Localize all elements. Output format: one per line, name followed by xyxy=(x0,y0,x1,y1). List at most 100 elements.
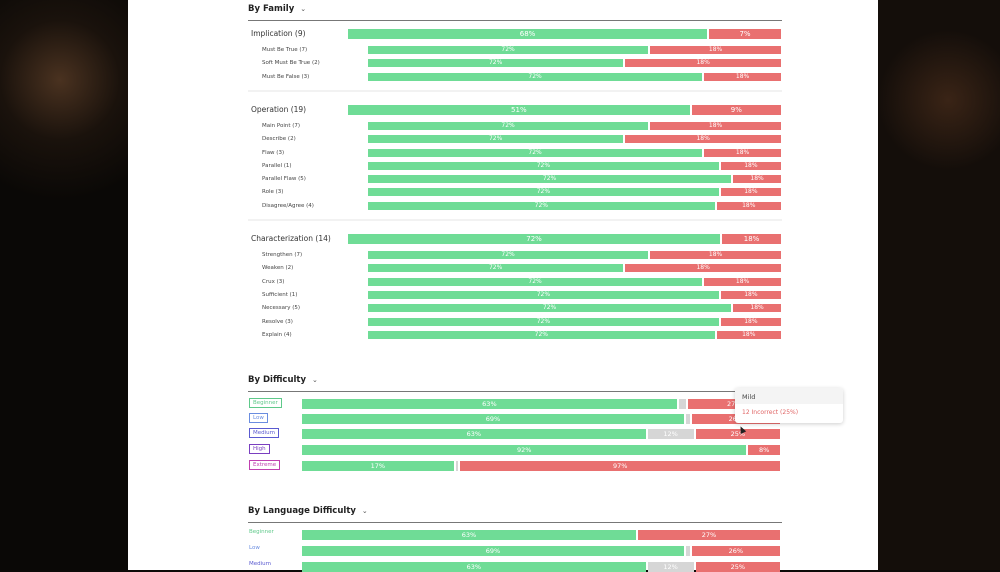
bar-segment-skipped[interactable]: 12% xyxy=(647,429,694,439)
difficulty-badge: High xyxy=(249,444,270,454)
subtype-label: Weaken (2) xyxy=(262,265,294,272)
bar-segment-correct[interactable]: 72% xyxy=(368,59,624,68)
bar-segment-incorrect[interactable]: 7% xyxy=(709,29,781,39)
subtype-label: Disagree/Agree (4) xyxy=(262,202,314,209)
bar-segment-incorrect[interactable]: 18% xyxy=(704,148,781,157)
subtype-label: Role (3) xyxy=(262,189,284,196)
difficulty-badge: Medium xyxy=(249,561,271,567)
bar-segment-correct[interactable]: 69% xyxy=(302,414,684,424)
bar-segment-incorrect[interactable]: 18% xyxy=(625,59,781,68)
subtype-label: Crux (3) xyxy=(262,278,285,285)
bar-segment-correct[interactable]: 72% xyxy=(368,264,624,273)
bar-segment-incorrect[interactable]: 9% xyxy=(691,104,781,115)
subtype-label: Must Be True (7) xyxy=(262,47,308,53)
bar-segment-incorrect[interactable]: 18% xyxy=(704,277,781,286)
subtype-label: Necessary (5) xyxy=(262,305,301,312)
bar-segment-correct[interactable]: 72% xyxy=(368,188,719,197)
bar-segment-incorrect[interactable]: 18% xyxy=(720,161,781,170)
difficulty-badge: Extreme xyxy=(249,460,281,470)
divider xyxy=(248,522,782,523)
subtype-label: Parallel Flaw (5) xyxy=(262,176,306,183)
bar-segment-incorrect[interactable]: 25% xyxy=(695,429,780,439)
bar-segment-correct[interactable]: 72% xyxy=(368,161,719,170)
bar-segment-incorrect[interactable]: 18% xyxy=(733,304,781,313)
bar-segment-correct[interactable]: 63% xyxy=(302,399,677,409)
bar-segment-incorrect[interactable]: 18% xyxy=(704,72,781,81)
bar-segment-correct[interactable]: 17% xyxy=(302,461,454,471)
bar-segment-correct[interactable]: 92% xyxy=(302,445,747,455)
bar-segment-correct[interactable]: 72% xyxy=(368,290,719,299)
bar-segment-correct[interactable]: 72% xyxy=(368,135,624,144)
bar-segment-incorrect[interactable]: 27% xyxy=(688,399,780,409)
divider xyxy=(248,20,782,21)
by-family-header[interactable]: By Family ⌄ xyxy=(248,4,306,14)
bar-segment-incorrect[interactable]: 18% xyxy=(650,121,781,130)
bar-segment-skipped[interactable] xyxy=(455,461,459,471)
bar-segment-skipped[interactable]: 12% xyxy=(647,562,694,572)
bar-segment-incorrect[interactable]: 18% xyxy=(716,201,781,210)
bar-segment-incorrect[interactable]: 18% xyxy=(720,290,781,299)
bar-segment-correct[interactable]: 72% xyxy=(368,46,649,54)
difficulty-badge: Low xyxy=(249,545,260,551)
difficulty-badge: Low xyxy=(249,413,268,423)
by-language-difficulty-title: By Language Difficulty xyxy=(248,506,356,516)
difficulty-badge: Beginner xyxy=(249,529,274,535)
bar-segment-correct[interactable]: 69% xyxy=(302,546,684,556)
bar-segment-incorrect[interactable]: 18% xyxy=(650,46,781,54)
bar-segment-correct[interactable]: 63% xyxy=(302,429,646,439)
subtype-label: Strengthen (7) xyxy=(262,252,303,258)
bar-segment-correct[interactable]: 72% xyxy=(368,148,703,157)
subtype-label: Explain (4) xyxy=(262,331,292,338)
bar-segment-incorrect[interactable]: 97% xyxy=(460,461,780,471)
bar-segment-correct[interactable]: 63% xyxy=(302,562,646,572)
subtype-label: Main Point (7) xyxy=(262,122,301,129)
divider xyxy=(248,391,782,392)
bar-segment-incorrect[interactable]: 18% xyxy=(625,264,781,273)
background-right xyxy=(878,0,1000,570)
family-label: Implication (9) xyxy=(251,29,306,38)
bar-segment-correct[interactable]: 72% xyxy=(368,121,649,130)
chevron-down-icon[interactable]: ⌄ xyxy=(312,376,318,384)
bar-segment-correct[interactable]: 72% xyxy=(348,234,721,244)
bar-segment-incorrect[interactable]: 18% xyxy=(625,135,781,144)
by-difficulty-header[interactable]: By Difficulty ⌄ xyxy=(248,375,318,385)
subtype-label: Flaw (3) xyxy=(262,149,285,156)
bar-segment-incorrect[interactable]: 25% xyxy=(695,562,780,572)
subtype-label: Sufficient (1) xyxy=(262,291,298,298)
group-divider xyxy=(248,89,782,92)
bar-segment-correct[interactable]: 72% xyxy=(368,72,703,81)
bar-segment-incorrect[interactable]: 26% xyxy=(691,546,780,556)
by-difficulty-title: By Difficulty xyxy=(248,375,307,385)
subtype-label: Must Be False (3) xyxy=(262,73,310,80)
bar-segment-correct[interactable]: 72% xyxy=(368,251,649,259)
bar-segment-skipped[interactable] xyxy=(678,399,687,409)
chevron-down-icon[interactable]: ⌄ xyxy=(300,5,307,13)
bar-segment-incorrect[interactable]: 18% xyxy=(722,234,781,244)
by-family-title: By Family xyxy=(248,4,295,14)
bar-segment-incorrect[interactable]: 18% xyxy=(733,175,781,184)
bar-segment-incorrect[interactable]: 18% xyxy=(720,317,781,326)
bar-segment-correct[interactable]: 72% xyxy=(368,277,703,286)
bar-segment-incorrect[interactable]: 18% xyxy=(716,330,781,339)
bar-segment-correct[interactable]: 63% xyxy=(302,530,636,540)
bar-segment-correct[interactable]: 72% xyxy=(368,175,732,184)
family-label: Characterization (14) xyxy=(251,234,331,243)
bar-segment-incorrect[interactable]: 18% xyxy=(720,188,781,197)
bar-segment-skipped[interactable] xyxy=(686,546,690,556)
bar-segment-correct[interactable]: 72% xyxy=(368,330,715,339)
bar-segment-correct[interactable]: 68% xyxy=(348,29,708,39)
bar-segment-correct[interactable]: 72% xyxy=(368,201,715,210)
bar-segment-incorrect[interactable]: 8% xyxy=(748,445,780,455)
by-language-difficulty-header[interactable]: By Language Difficulty ⌄ xyxy=(248,506,368,516)
bar-segment-correct[interactable]: 72% xyxy=(368,317,719,326)
bar-segment-correct[interactable]: 51% xyxy=(348,104,690,115)
subtype-label: Soft Must Be True (2) xyxy=(262,60,320,67)
chevron-down-icon[interactable]: ⌄ xyxy=(361,507,368,515)
subtype-label: Describe (2) xyxy=(262,136,296,143)
tooltip-text: 12 Incorrect (25%) xyxy=(742,409,799,416)
bar-segment-correct[interactable]: 72% xyxy=(368,304,732,313)
bar-segment-incorrect[interactable]: 27% xyxy=(638,530,780,540)
bar-segment-skipped[interactable] xyxy=(686,414,690,424)
background-left xyxy=(0,0,128,570)
bar-segment-incorrect[interactable]: 18% xyxy=(650,251,781,259)
